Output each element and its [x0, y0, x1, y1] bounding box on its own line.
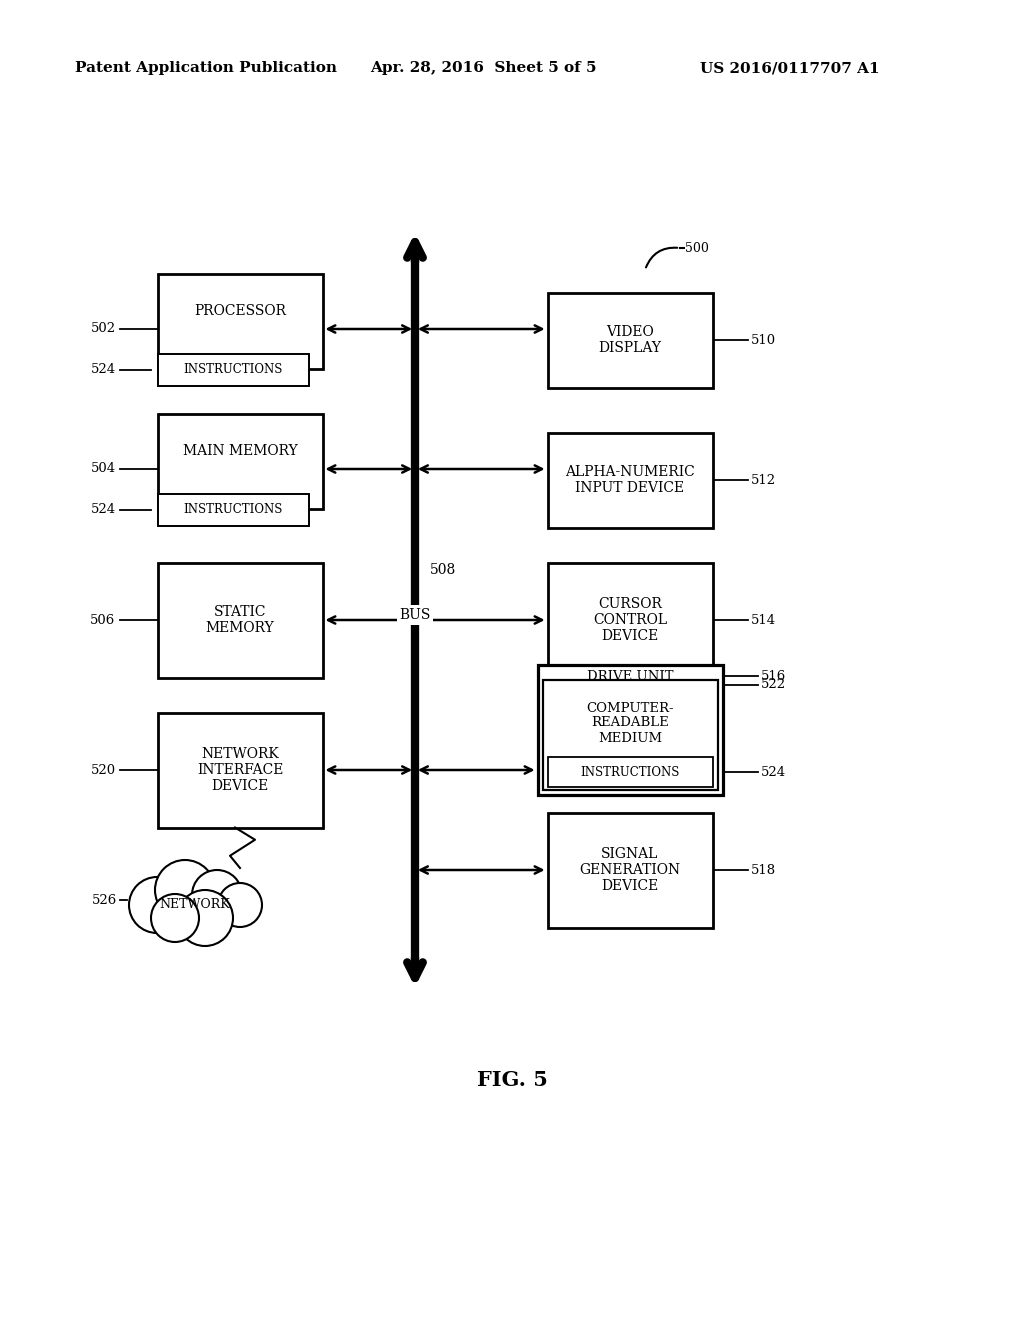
Text: 512: 512 — [751, 474, 775, 487]
Bar — [158, 413, 323, 508]
Text: FIG. 5: FIG. 5 — [476, 1071, 548, 1090]
Bar — [158, 713, 323, 828]
Text: 524: 524 — [761, 766, 785, 779]
Text: COMPUTER-
READABLE
MEDIUM: COMPUTER- READABLE MEDIUM — [586, 701, 674, 744]
Bar — [548, 813, 713, 928]
Text: INSTRUCTIONS: INSTRUCTIONS — [581, 766, 680, 779]
Text: 510: 510 — [751, 334, 775, 346]
Circle shape — [193, 870, 242, 920]
Text: SIGNAL
GENERATION
DEVICE: SIGNAL GENERATION DEVICE — [580, 847, 681, 894]
Bar — [543, 680, 718, 789]
Circle shape — [151, 894, 199, 942]
Text: NETWORK
INTERFACE
DEVICE: NETWORK INTERFACE DEVICE — [197, 747, 284, 793]
Bar — [158, 494, 308, 525]
Bar — [538, 665, 723, 795]
Text: 526: 526 — [92, 894, 117, 907]
Circle shape — [218, 883, 262, 927]
Circle shape — [129, 876, 185, 933]
Text: 508: 508 — [430, 564, 457, 577]
Text: INSTRUCTIONS: INSTRUCTIONS — [183, 363, 283, 376]
Text: MAIN MEMORY: MAIN MEMORY — [182, 444, 297, 458]
Bar — [548, 756, 713, 787]
Text: 516: 516 — [761, 669, 785, 682]
Circle shape — [155, 861, 215, 920]
Circle shape — [177, 890, 233, 946]
Bar — [158, 354, 308, 385]
Bar — [158, 273, 323, 368]
Text: 522: 522 — [761, 678, 785, 692]
Text: Apr. 28, 2016  Sheet 5 of 5: Apr. 28, 2016 Sheet 5 of 5 — [370, 61, 597, 75]
Text: 524: 524 — [90, 363, 116, 376]
Text: INSTRUCTIONS: INSTRUCTIONS — [183, 503, 283, 516]
Text: US 2016/0117707 A1: US 2016/0117707 A1 — [700, 61, 880, 75]
Text: 500: 500 — [685, 242, 709, 255]
Text: DRIVE UNIT: DRIVE UNIT — [587, 669, 673, 682]
Text: 502: 502 — [90, 322, 116, 335]
Text: NETWORK: NETWORK — [160, 899, 230, 912]
Bar — [158, 562, 323, 677]
Text: 524: 524 — [90, 503, 116, 516]
Text: BUS: BUS — [399, 609, 431, 622]
Text: 520: 520 — [90, 763, 116, 776]
Text: Patent Application Publication: Patent Application Publication — [75, 61, 337, 75]
Text: STATIC
MEMORY: STATIC MEMORY — [206, 605, 274, 635]
Text: VIDEO
DISPLAY: VIDEO DISPLAY — [598, 325, 662, 355]
Bar — [548, 562, 713, 677]
Text: 506: 506 — [90, 614, 116, 627]
Text: ALPHA-NUMERIC
INPUT DEVICE: ALPHA-NUMERIC INPUT DEVICE — [565, 465, 695, 495]
Text: 514: 514 — [751, 614, 775, 627]
Bar — [548, 293, 713, 388]
Text: 504: 504 — [90, 462, 116, 475]
Text: PROCESSOR: PROCESSOR — [194, 304, 286, 318]
Text: 518: 518 — [751, 863, 775, 876]
Text: CURSOR
CONTROL
DEVICE: CURSOR CONTROL DEVICE — [593, 597, 667, 643]
Bar — [548, 433, 713, 528]
